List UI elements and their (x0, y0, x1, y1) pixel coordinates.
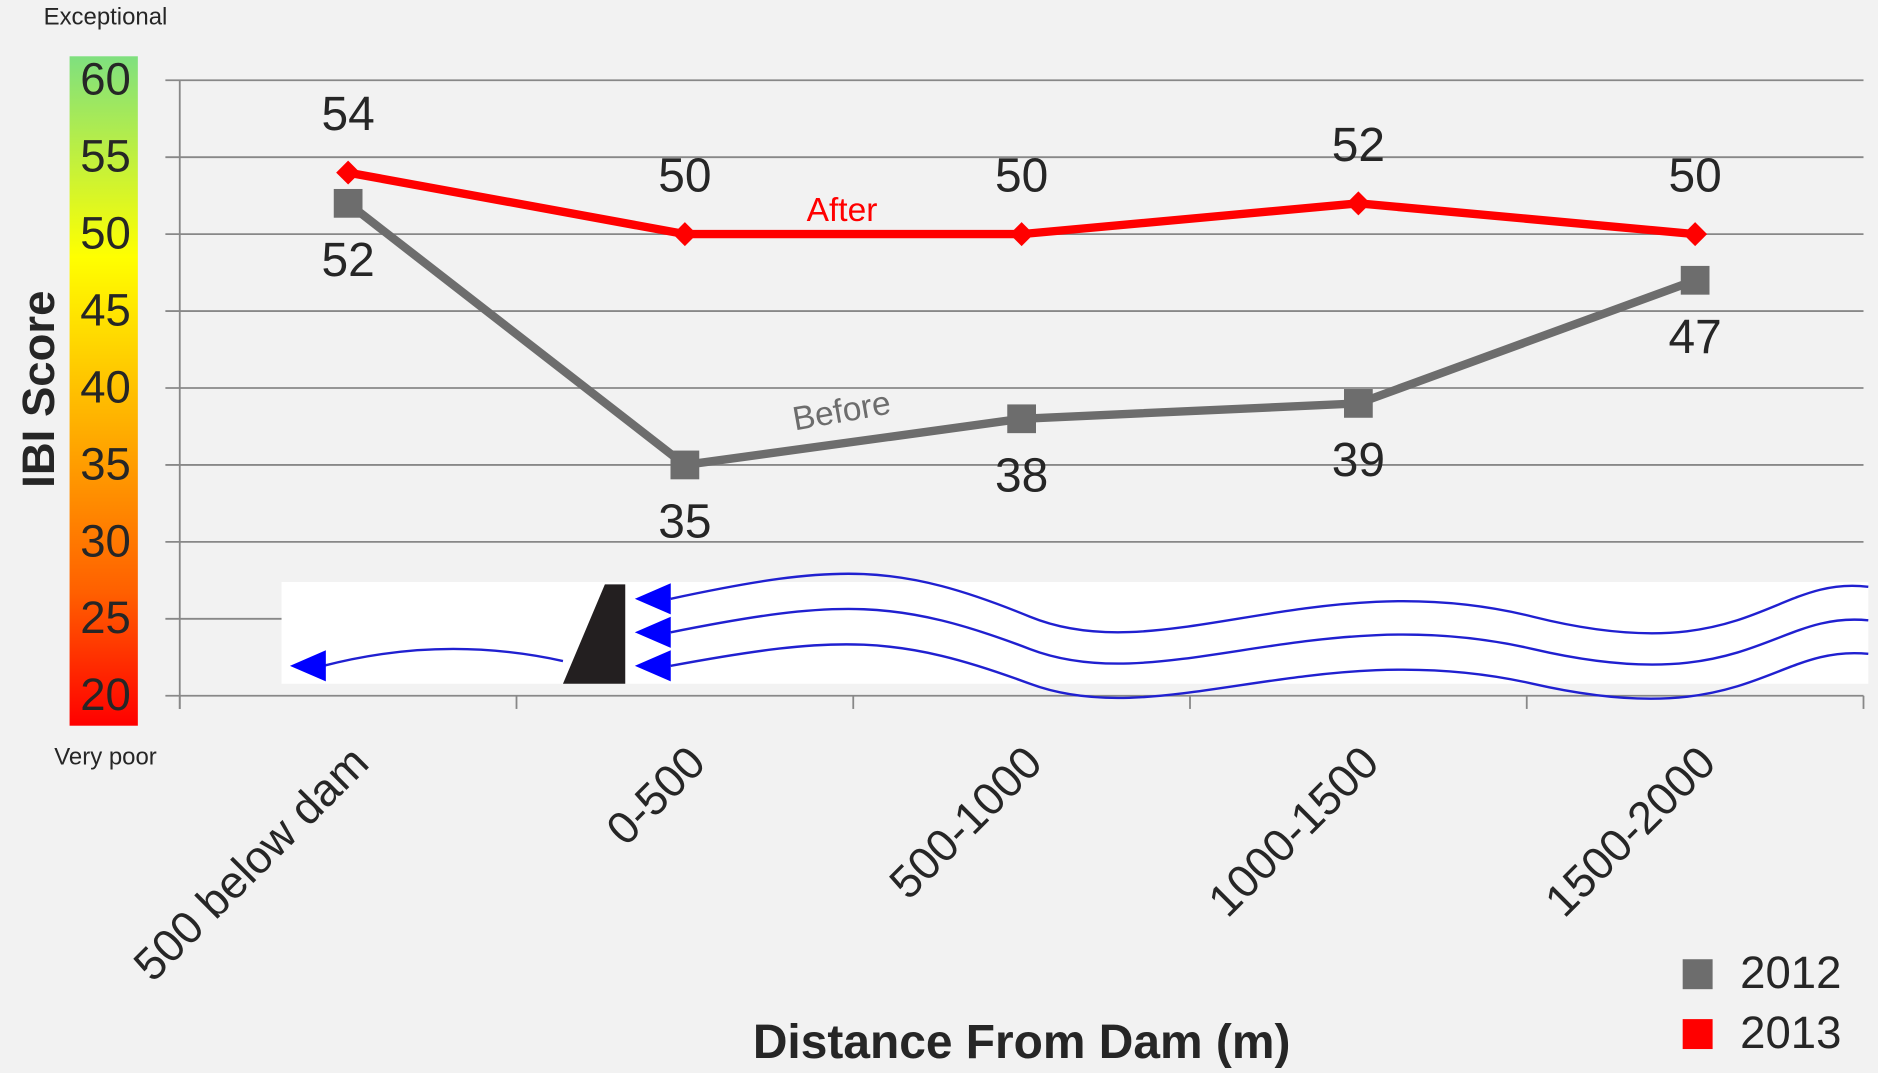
data-label: 54 (321, 88, 374, 141)
annotation: Very poor (54, 743, 156, 770)
data-label: 52 (321, 234, 374, 287)
y-tick-label: 35 (80, 438, 131, 489)
x-tick-label: 0-500 (596, 736, 714, 854)
data-label: 52 (1332, 119, 1385, 172)
marker (1344, 389, 1373, 418)
annotation: After (807, 192, 878, 229)
y-tick-label: 30 (80, 515, 131, 566)
data-label: 50 (658, 150, 711, 203)
y-tick-label: 40 (80, 361, 131, 412)
marker (672, 222, 697, 247)
y-tick-label: 25 (80, 592, 131, 643)
data-label: 38 (995, 449, 1048, 502)
data-label: 39 (1332, 434, 1385, 487)
x-tick-label: 500 below dam (124, 736, 378, 990)
legend-swatch (1682, 959, 1713, 990)
marker (1683, 222, 1708, 247)
y-tick-label: 60 (80, 54, 131, 105)
marker (670, 450, 700, 480)
legend-label: 2012 (1740, 947, 1841, 998)
x-axis-title: Distance From Dam (m) (753, 1016, 1291, 1069)
y-tick-label: 50 (80, 208, 131, 259)
score-scale-bar (69, 56, 138, 726)
annotation: Before (790, 385, 894, 439)
marker (1007, 404, 1037, 434)
marker (333, 188, 363, 218)
y-tick-label: 20 (80, 669, 131, 720)
y-tick-label: 55 (80, 131, 131, 182)
data-label: 35 (658, 495, 711, 548)
legend-label: 2013 (1740, 1007, 1841, 1058)
y-tick-label: 45 (80, 284, 131, 335)
marker (336, 160, 361, 185)
x-tick-label: 500-1000 (880, 736, 1052, 908)
annotation: Exceptional (44, 3, 168, 30)
x-tick-label: 1500-2000 (1535, 736, 1725, 926)
river-diagram (281, 572, 1869, 700)
marker (1680, 265, 1710, 295)
marker (1346, 191, 1371, 216)
data-label: 50 (995, 150, 1048, 203)
legend-swatch (1682, 1019, 1713, 1050)
y-axis-title: IBI Score (13, 291, 64, 488)
marker (1009, 222, 1034, 247)
x-tick-label: 1000-1500 (1198, 736, 1388, 926)
data-label: 47 (1668, 311, 1721, 364)
data-label: 50 (1668, 150, 1721, 203)
